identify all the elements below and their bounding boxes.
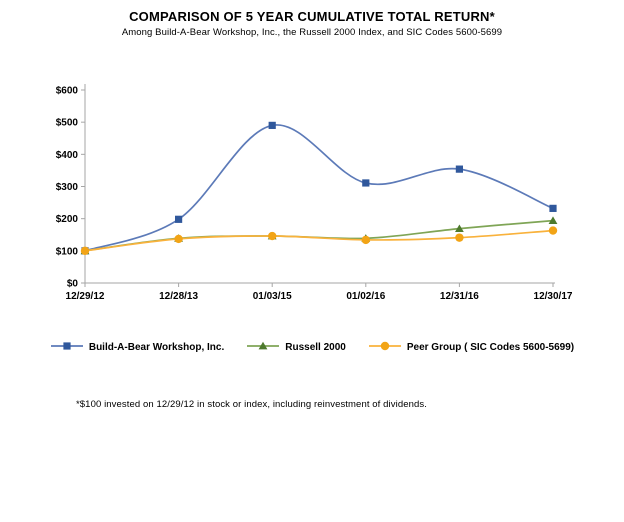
legend-item-russell-2000: Russell 2000 xyxy=(246,340,346,355)
chart-legend: Build-A-Bear Workshop, Inc. Russell 2000… xyxy=(0,340,624,355)
x-axis-tick-label: 12/28/13 xyxy=(159,291,198,302)
y-axis-tick-label: $500 xyxy=(56,118,79,129)
y-axis-tick-label: $100 xyxy=(56,246,79,257)
x-axis-tick-label: 01/03/15 xyxy=(253,291,292,302)
x-axis-tick-label: 01/02/16 xyxy=(346,291,385,302)
legend-label: Peer Group ( SIC Codes 5600-5699) xyxy=(406,342,575,353)
legend-marker-square-icon xyxy=(50,340,84,355)
series-line xyxy=(84,124,554,252)
y-axis-tick-label: $0 xyxy=(67,279,79,290)
legend-item-build-a-bear: Build-A-Bear Workshop, Inc. xyxy=(50,340,224,355)
y-axis-tick-label: $300 xyxy=(56,182,79,193)
x-axis: 12/29/12 12/28/13 01/03/15 01/02/16 12/31/16… xyxy=(66,283,573,302)
x-axis-tick-label: 12/30/17 xyxy=(534,291,573,302)
y-axis-tick-label: $600 xyxy=(56,86,79,97)
axes xyxy=(84,84,555,284)
footnote: *$100 invested on 12/29/12 in stock or i… xyxy=(76,399,427,410)
x-axis-tick-label: 12/31/16 xyxy=(440,291,479,302)
x-axis-tick-label: 12/29/12 xyxy=(66,291,105,302)
series-0 xyxy=(81,121,557,255)
chart-title: COMPARISON OF 5 YEAR CUMULATIVE TOTAL RE… xyxy=(129,9,495,24)
legend-item-peer-group: Peer Group ( SIC Codes 5600-5699) xyxy=(368,340,574,355)
legend-label: Build-A-Bear Workshop, Inc. xyxy=(88,342,225,353)
line-chart-plot: $0 $100 $200 $300 $400 $500 $600 12/29/12 12/28/… xyxy=(56,84,573,302)
y-axis-tick-label: $200 xyxy=(56,214,79,225)
y-axis: $0 $100 $200 $300 $400 $500 $600 xyxy=(56,86,85,290)
series-2 xyxy=(80,226,558,256)
series-line xyxy=(84,229,554,252)
legend-marker-circle-icon xyxy=(368,340,402,355)
legend-marker-triangle-icon xyxy=(246,340,280,355)
chart-subtitle: Among Build-A-Bear Workshop, Inc., the R… xyxy=(121,27,503,38)
y-axis-tick-label: $400 xyxy=(56,150,79,161)
legend-label: Russell 2000 xyxy=(285,342,346,353)
